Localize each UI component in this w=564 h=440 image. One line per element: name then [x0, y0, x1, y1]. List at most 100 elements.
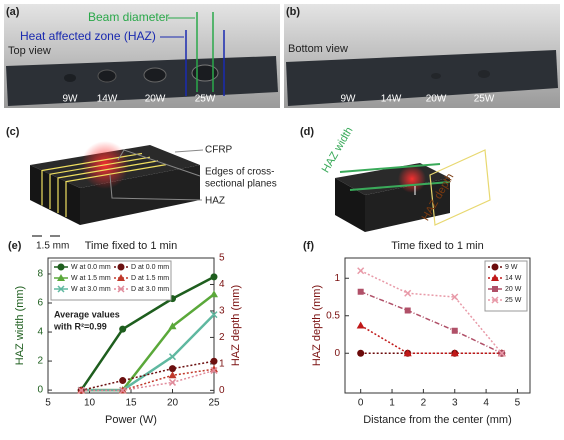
legend-label: D at 3.0 mm [131, 286, 169, 293]
marker [77, 386, 85, 394]
marker [492, 286, 498, 292]
cut-plane [429, 149, 491, 226]
marker [210, 311, 218, 319]
panel-a: (a) Beam diameter Heat affected zone (HA… [4, 4, 280, 108]
marker [168, 353, 177, 361]
edges-label: Edges of cross- [205, 167, 274, 178]
y2-tick-label: 2 [219, 332, 225, 343]
y2-tick-label: 5 [219, 253, 225, 264]
marker [357, 267, 365, 275]
marker [117, 263, 125, 271]
marker [57, 285, 65, 293]
marker [168, 371, 177, 379]
marker [491, 263, 499, 271]
x-tick-label: 2 [421, 398, 427, 409]
y2-tick-label: 1 [219, 359, 225, 370]
marker [117, 285, 125, 293]
x-tick-label: 3 [452, 398, 458, 409]
marker [451, 293, 459, 301]
marker [357, 288, 364, 295]
panel-label: (d) [300, 126, 314, 138]
view-label: Bottom view [288, 43, 348, 55]
marker [119, 377, 127, 385]
marker [117, 274, 125, 281]
power-label: 9W [341, 94, 357, 105]
panel-label: (e) [8, 240, 22, 252]
legend-label: 25 W [505, 297, 522, 304]
marker [168, 322, 177, 330]
x-tick-label: 20 [167, 398, 179, 409]
legend-label: D at 1.5 mm [131, 275, 169, 282]
series-line [81, 360, 215, 392]
y-tick-label: 4 [37, 327, 43, 338]
panel-label: (f) [303, 240, 314, 252]
marker [169, 365, 176, 373]
width-label: HAZ width [320, 125, 356, 175]
marker [356, 321, 365, 329]
legend-box [50, 260, 172, 301]
power-label: 25W [195, 94, 216, 105]
spot [431, 73, 441, 79]
view-label: Top view [8, 45, 51, 57]
block-side [365, 178, 450, 232]
marker [119, 386, 127, 394]
panel-label: (b) [286, 6, 300, 18]
haz-label: HAZ [205, 196, 225, 207]
marker [498, 349, 506, 357]
block-front [335, 178, 365, 232]
spot [478, 70, 490, 78]
spot [97, 69, 117, 83]
panel-b: (b) Bottom view 9W 14W 20W 25W [284, 4, 560, 108]
marker [403, 349, 412, 357]
width-line [339, 163, 441, 173]
marker [491, 296, 499, 304]
block-side [80, 165, 200, 225]
plot-frame [344, 257, 531, 394]
x-axis-label: Distance from the center (mm) [363, 414, 512, 426]
y-tick-label: 8 [37, 269, 43, 280]
legend-label: D at 0.0 mm [131, 264, 169, 271]
y2-tick-label: 3 [219, 306, 225, 317]
series-line [80, 275, 215, 391]
legend-label: 14 W [505, 275, 522, 282]
annotation: with R²=0.99 [53, 321, 107, 331]
series-line [81, 369, 215, 392]
marker [491, 274, 499, 281]
x-tick-label: 15 [125, 398, 137, 409]
spot [143, 67, 167, 83]
legend-label: W at 3.0 mm [71, 286, 111, 293]
marker [210, 366, 218, 375]
marker [119, 325, 127, 333]
power-label: 20W [426, 94, 447, 105]
cfrp-label: CFRP [205, 145, 233, 156]
cut-planes [41, 152, 167, 217]
spacing-label: 1.5 mm [36, 241, 69, 252]
y-tick-label: 1 [334, 273, 340, 284]
marker [404, 307, 411, 314]
y2-axis-label: HAZ depth (mm) [230, 285, 242, 366]
y-tick-label: 2 [37, 356, 43, 367]
annotation: Average values [54, 309, 120, 319]
y2-tick-label: 0 [219, 385, 225, 396]
marker [404, 289, 412, 297]
haz-label: Heat affected zone (HAZ) [20, 29, 156, 43]
marker [210, 273, 218, 281]
chart-title: Time fixed to 1 min [85, 240, 178, 252]
marker [451, 327, 458, 334]
x-tick-label: 5 [45, 398, 51, 409]
y-axis-label: HAZ depth (mm) [311, 285, 323, 366]
legend-label: W at 1.5 mm [71, 275, 111, 282]
chart-title: Time fixed to 1 min [391, 240, 484, 252]
x-tick-label: 5 [515, 398, 521, 409]
x-axis-label: Power (W) [105, 414, 157, 426]
marker [210, 357, 218, 365]
y-tick-label: 0 [37, 385, 43, 396]
legend-label: W at 0.0 mm [71, 264, 111, 271]
edges-label: sectional planes [205, 179, 277, 190]
x-tick-label: 4 [483, 398, 489, 409]
y-tick-label: 0.5 [326, 310, 340, 321]
y2-tick-label: 4 [219, 279, 225, 290]
legend-label: 20 W [505, 286, 522, 293]
marker [168, 378, 177, 386]
